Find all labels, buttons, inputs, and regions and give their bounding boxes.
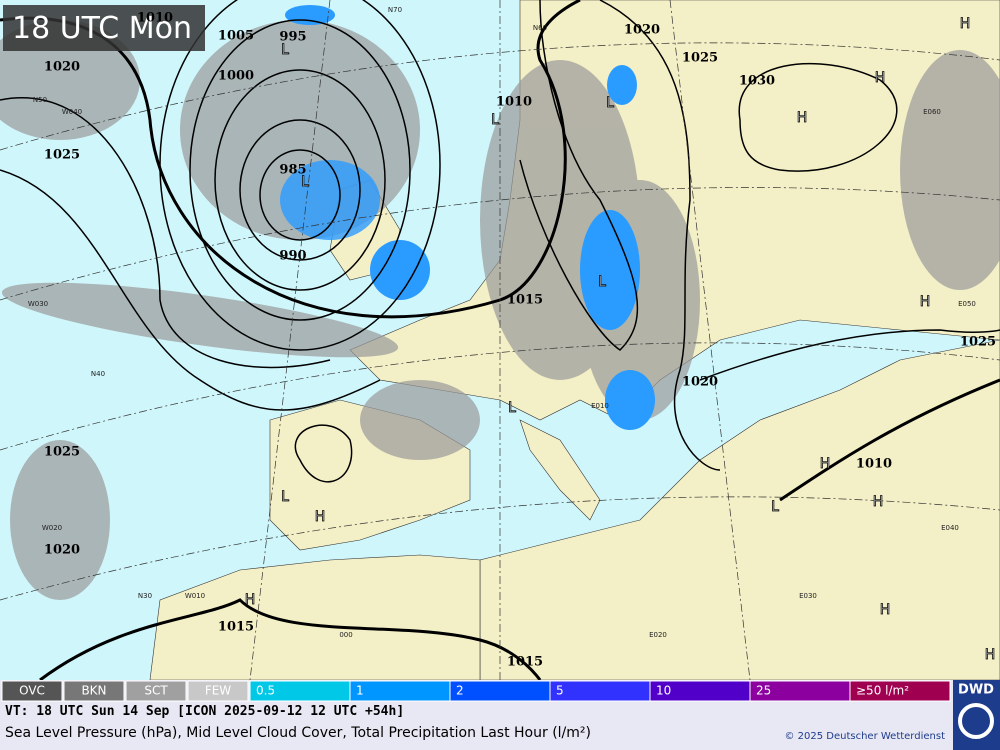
- valid-time: VT: 18 UTC Sun 14 Sep [ICON 2025-09-12 1…: [5, 704, 404, 719]
- title-box: [3, 5, 205, 51]
- pressure-center: L: [281, 42, 289, 58]
- grid-label: N30: [138, 592, 152, 600]
- isobar-label: 1020: [682, 375, 718, 390]
- legend-precip-label: 2: [456, 684, 464, 698]
- grid-label: E020: [649, 631, 667, 639]
- isobar-label: 1010: [856, 457, 892, 472]
- legend-precip-label: 10: [656, 684, 671, 698]
- grid-label: N40: [91, 370, 105, 378]
- pressure-center: L: [301, 174, 309, 190]
- isobar-label: 1020: [624, 23, 660, 38]
- legend-precip-box: [349, 680, 451, 702]
- legend-cloud-label: SCT: [144, 684, 168, 698]
- grid-label: N70: [388, 6, 402, 14]
- pressure-center: H: [873, 494, 884, 510]
- precipitation: [280, 5, 655, 430]
- isobar-label: 1025: [682, 51, 718, 66]
- isobar-label: 1015: [507, 293, 543, 308]
- pressure-center: H: [245, 592, 256, 608]
- copyright: © 2025 Deutscher Wetterdienst: [784, 731, 945, 742]
- grid-label: W040: [62, 108, 82, 116]
- cloud-cover: [0, 20, 1000, 600]
- isobar-label: 990: [279, 249, 306, 264]
- legend-precip-label: 25: [756, 684, 771, 698]
- legend-cloud-box: [63, 680, 125, 702]
- pressure-center: H: [985, 647, 996, 663]
- legend-cloud-label: FEW: [205, 684, 231, 698]
- legend-precip-label: 5: [556, 684, 564, 698]
- logo-swirl: [958, 703, 994, 739]
- isobar-label: 1020: [44, 543, 80, 558]
- legend-cloud-box: [187, 680, 249, 702]
- isobar-label: 1000: [218, 69, 254, 84]
- logo: DWD: [958, 683, 994, 698]
- pressure-center: L: [606, 95, 614, 111]
- pressure-center: H: [875, 70, 886, 86]
- grid-label: E010: [591, 402, 609, 410]
- isobar-label: 1025: [44, 445, 80, 460]
- isobar-label: 995: [279, 30, 306, 45]
- grid-label: W030: [28, 300, 48, 308]
- legend-cloud-box: [1, 680, 63, 702]
- isobar-label: 1010: [137, 11, 173, 26]
- pressure-center: H: [820, 456, 831, 472]
- isobar-label: 1025: [960, 335, 996, 350]
- isobars: [0, 0, 1000, 483]
- pressure-center: L: [508, 400, 516, 416]
- legend-precip-box: [849, 680, 951, 702]
- legend-precip-label: ≥50 l/m²: [856, 684, 909, 698]
- grid-label: W010: [185, 592, 205, 600]
- graticule: [0, 0, 1000, 681]
- legend-precip-box: [549, 680, 651, 702]
- grid-label: W020: [42, 524, 62, 532]
- isobar-label: 1005: [218, 29, 254, 44]
- isobar-label: 1015: [218, 620, 254, 635]
- pressure-center: H: [960, 16, 971, 32]
- isobar-label: 1010: [496, 95, 532, 110]
- legend-cloud-label: OVC: [19, 684, 45, 698]
- isobar-label: 1025: [44, 148, 80, 163]
- description: Sea Level Pressure (hPa), Mid Level Clou…: [5, 725, 591, 741]
- pressure-center: L: [598, 274, 606, 290]
- grid-label: E030: [799, 592, 817, 600]
- grid-label: E050: [958, 300, 976, 308]
- legend-precip-box: [449, 680, 551, 702]
- pressure-center: H: [880, 602, 891, 618]
- grid-label: E060: [923, 108, 941, 116]
- pressure-center: H: [315, 509, 326, 525]
- pressure-center: H: [797, 110, 808, 126]
- grid-label: E040: [941, 524, 959, 532]
- pressure-center: L: [281, 489, 289, 505]
- legend-precip-label: 1: [356, 684, 364, 698]
- grid-label: N60: [533, 24, 547, 32]
- legend-cloud-label: BKN: [81, 684, 106, 698]
- isobar-label: 1020: [44, 60, 80, 75]
- legend-precip-label: 0.5: [256, 684, 275, 698]
- title: 18 UTC Mon: [12, 11, 192, 46]
- isobar-label: 985: [279, 163, 306, 178]
- legend-cloud-box: [125, 680, 187, 702]
- isobar-label: 1030: [739, 74, 775, 89]
- grid-label: 000: [339, 631, 352, 639]
- pressure-center: L: [491, 112, 499, 128]
- pressure-center: H: [920, 294, 931, 310]
- pressure-center: L: [771, 499, 779, 515]
- isobar-label: 1015: [507, 655, 543, 670]
- grid-label: N50: [33, 96, 47, 104]
